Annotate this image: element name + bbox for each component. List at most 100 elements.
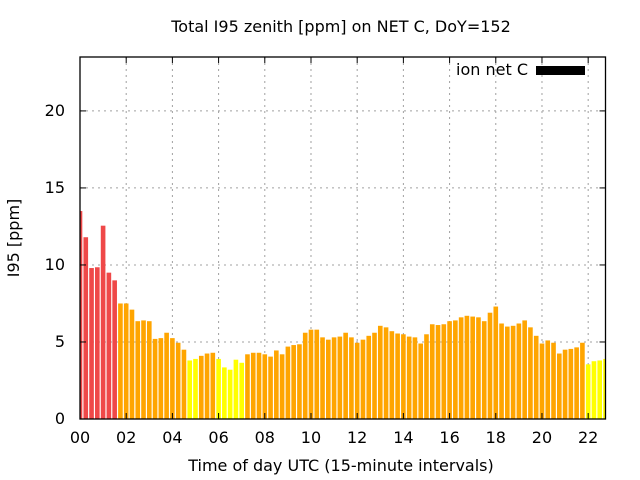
bar [141, 320, 146, 419]
bar [279, 354, 285, 419]
bar [585, 364, 591, 419]
bar [158, 338, 164, 419]
bar [493, 306, 499, 419]
bar [83, 237, 89, 419]
bar [89, 268, 94, 419]
axes [79, 56, 607, 420]
bar [505, 326, 510, 419]
bar [193, 358, 198, 419]
plot-border [79, 56, 607, 420]
bar [210, 352, 216, 419]
bar [216, 358, 221, 419]
y-tick-label: 0 [55, 409, 65, 428]
x-tick-label: 02 [116, 428, 136, 447]
bar [539, 343, 545, 419]
bar [522, 320, 527, 419]
bar [360, 339, 366, 419]
bar [175, 342, 181, 419]
legend-swatch [536, 66, 585, 75]
bar [112, 280, 117, 419]
x-tick-label: 08 [255, 428, 275, 447]
x-tick-label: 16 [439, 428, 459, 447]
bar [129, 309, 135, 419]
bar [326, 339, 331, 419]
bar [377, 325, 383, 419]
bar [95, 267, 100, 419]
x-tick-label: 20 [532, 428, 552, 447]
bar [458, 317, 464, 419]
bar [285, 346, 291, 419]
bar [187, 360, 193, 419]
bar [233, 359, 239, 419]
bar [314, 329, 320, 419]
bar [222, 367, 227, 419]
y-tick-label: 20 [45, 101, 65, 120]
x-tick-label: 18 [486, 428, 506, 447]
bar [106, 272, 112, 419]
bar [528, 327, 533, 419]
bar [118, 303, 123, 419]
bar [302, 332, 308, 419]
bar [412, 337, 418, 419]
bar [424, 334, 429, 419]
x-tick-label: 04 [162, 428, 182, 447]
bar [170, 338, 175, 419]
x-tick-label: 14 [393, 428, 413, 447]
bar [164, 332, 169, 419]
bar [447, 321, 452, 419]
bar [152, 338, 158, 419]
bar [574, 347, 579, 419]
x-tick-label: 10 [301, 428, 321, 447]
y-axis-label: I95 [ppm] [4, 199, 23, 278]
bar [510, 325, 516, 419]
x-tick-label: 12 [347, 428, 367, 447]
y-tick-label: 10 [45, 255, 65, 274]
bar [545, 340, 551, 419]
bar [562, 349, 568, 419]
bar [291, 345, 296, 419]
bar [331, 337, 337, 419]
x-tick-labels: 00 02 04 06 08 10 12 14 16 18 20 22 [70, 428, 599, 447]
bar [268, 356, 273, 419]
y-tick-labels: 0 5 10 15 20 [45, 101, 65, 428]
chart-title: Total I95 zenith [ppm] on NET C, DoY=152 [170, 17, 511, 36]
bar [227, 369, 233, 419]
x-axis-label: Time of day UTC (15-minute intervals) [187, 456, 494, 475]
bar [80, 211, 83, 419]
bar [198, 355, 204, 419]
bar [372, 332, 377, 419]
bar [418, 343, 424, 419]
bar [146, 321, 152, 419]
bar [245, 354, 250, 419]
bar [464, 315, 470, 419]
bar [337, 336, 343, 419]
legend-label: ion net C [456, 60, 528, 79]
bar [551, 342, 556, 419]
bar [262, 354, 268, 419]
bar [320, 337, 325, 419]
bar [556, 353, 562, 419]
bar [580, 342, 585, 419]
bars [80, 211, 606, 419]
bar [343, 332, 348, 419]
bar [406, 336, 412, 419]
bar [533, 335, 539, 419]
x-tick-label: 06 [208, 428, 228, 447]
x-tick-label: 22 [578, 428, 598, 447]
bar [383, 327, 389, 419]
bar [250, 352, 256, 419]
bar [123, 303, 129, 419]
bar [568, 348, 574, 419]
bar [435, 325, 441, 419]
bar [429, 324, 435, 419]
bar [441, 324, 447, 419]
bar [308, 329, 314, 419]
bar [135, 321, 141, 419]
bar [476, 317, 481, 419]
bar [354, 342, 360, 419]
bar [366, 335, 372, 419]
bar [481, 321, 487, 419]
bar [100, 225, 106, 419]
bar [603, 358, 606, 419]
bar [591, 361, 597, 419]
